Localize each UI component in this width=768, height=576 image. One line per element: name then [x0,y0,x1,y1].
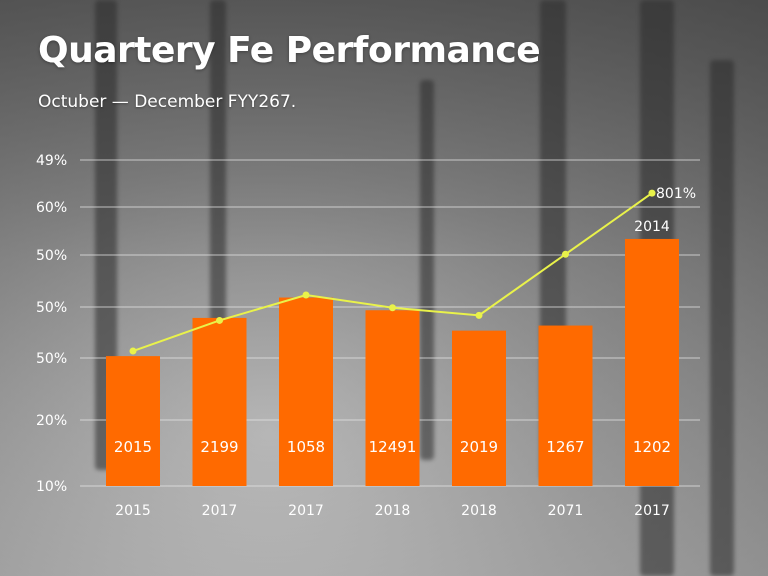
x-tick-label: 2018 [461,503,497,519]
trend-point [302,291,310,299]
bar [106,356,160,486]
bar [625,238,679,486]
x-tick-label: 2017 [202,503,238,519]
y-tick-label: 20% [36,413,67,429]
tree-trunk [710,60,734,576]
bar [192,317,247,486]
trend-point [129,347,137,355]
y-tick-label: 60% [36,200,67,216]
trend-point [648,189,656,197]
x-tick-label: 2017 [288,503,324,519]
bar-data-label: 1058 [287,438,325,456]
bar-data-label: 2199 [200,438,238,456]
bar-data-label: 1267 [546,438,584,456]
annotation-label: 2014 [634,219,670,235]
trend-point [216,316,223,324]
chart-subtitle: Octuber — December FYY267. [38,92,297,112]
y-tick-label: 50% [36,300,67,316]
trend-point [389,304,396,312]
y-tick-label: 50% [36,351,67,367]
bar-data-label: 2019 [460,438,498,456]
bar-data-label: 1202 [633,438,671,456]
trend-point [562,250,569,258]
y-tick-label: 49% [36,153,67,169]
bar [365,310,420,486]
bar [279,297,333,486]
tree-trunk [420,80,434,460]
bar-data-label: 2015 [114,438,152,456]
x-tick-label: 2018 [375,503,411,519]
bar-data-label: 12491 [369,438,417,456]
chart-title: Quartery Fe Performance [38,30,541,71]
y-tick-label: 10% [36,479,67,495]
bar [538,325,593,486]
x-tick-label: 2071 [548,503,584,519]
tree-trunk [95,0,117,470]
x-tick-label: 2017 [634,503,670,519]
y-tick-label: 50% [36,248,67,264]
x-tick-label: 2015 [115,503,151,519]
trend-point [475,311,483,319]
annotation-label: 801% [656,186,696,202]
bar [452,330,506,486]
